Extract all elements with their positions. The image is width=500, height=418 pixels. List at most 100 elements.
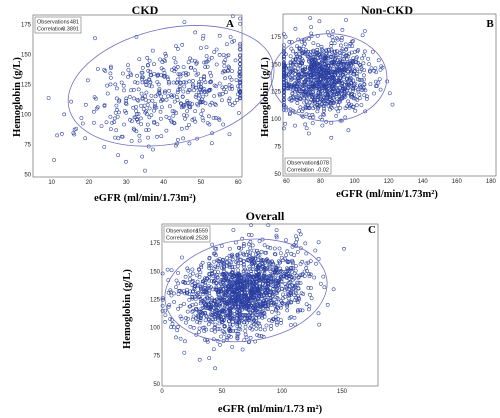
data-point [196,96,201,101]
data-point [345,62,350,66]
data-point [359,85,364,89]
data-point [152,108,156,113]
data-point [304,266,309,270]
data-point [157,87,162,91]
stat-label: Observations [166,229,199,235]
data-point [221,272,226,277]
data-point [192,285,197,290]
data-point [336,103,340,107]
y-tick-label: 50 [153,382,160,388]
data-point [95,105,100,110]
data-point [178,314,183,319]
data-point [227,83,232,87]
data-point [198,310,202,314]
data-point [353,81,358,86]
data-point [134,129,139,134]
data-point [306,260,311,265]
data-point [309,286,313,290]
data-point [281,292,285,297]
data-point [261,264,266,269]
data-point [176,271,180,275]
data-point [315,109,320,114]
data-point [305,269,310,273]
data-point [293,289,298,294]
data-point [181,136,185,141]
data-point [260,237,265,242]
data-point [376,80,381,85]
data-point [236,309,241,313]
data-point [352,82,357,87]
data-point [298,54,303,59]
data-point [102,145,107,149]
data-point [228,299,232,304]
data-point [266,245,270,250]
data-point [317,87,322,92]
data-point [204,92,209,97]
data-point [253,256,258,261]
data-point [245,249,250,254]
data-point [192,88,196,93]
data-point [232,285,237,289]
data-point [209,328,214,332]
data-point [316,55,321,60]
data-point [152,62,156,66]
data-point [335,36,339,41]
data-point [217,321,222,326]
data-point [284,272,289,276]
data-point [237,246,241,250]
data-point [327,81,331,86]
data-point [207,114,211,119]
data-point [282,48,286,53]
data-point [255,287,259,291]
data-point [277,259,281,264]
data-point [223,291,228,296]
data-point [218,295,222,300]
data-point [319,71,324,75]
data-point [300,87,305,91]
data-point [140,154,145,159]
data-point [313,57,318,62]
y-tick-label: 75 [274,144,281,150]
data-point [222,274,226,279]
data-point [269,259,274,264]
data-point [274,235,279,240]
data-point [228,263,233,267]
data-point [234,281,239,285]
data-point [331,86,335,91]
data-point [222,290,227,295]
data-point [290,98,294,102]
data-point [181,65,186,69]
data-point [147,78,152,82]
data-point [162,58,166,62]
data-point [303,49,308,54]
data-point [302,82,307,87]
data-point [201,118,206,123]
data-point [146,135,150,140]
data-point [237,298,241,302]
data-point [288,84,293,89]
data-point [319,97,324,102]
data-point [207,57,211,62]
data-point [318,55,322,60]
data-point [238,312,242,317]
data-point [219,334,223,339]
x-tick-label: 120 [384,179,395,185]
data-point [208,305,213,310]
data-point [166,304,171,309]
data-point [229,299,234,304]
data-point [215,275,220,280]
data-point [282,43,286,47]
data-point [248,297,252,301]
data-point [324,70,328,75]
data-point [345,77,350,81]
data-point [294,283,299,288]
data-point [197,295,202,300]
data-point [199,85,203,89]
data-point [321,99,326,104]
data-point [262,271,267,276]
data-point [289,289,294,293]
prediction-ellipse [164,238,328,343]
data-point [289,315,293,319]
data-point [252,248,256,253]
data-point [286,86,291,91]
